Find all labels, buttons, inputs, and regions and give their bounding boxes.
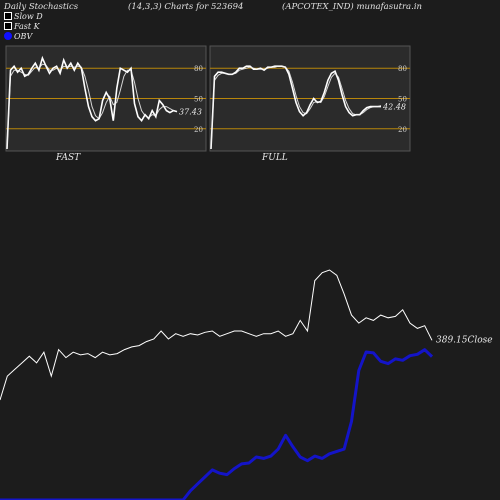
full-series-0 [210,65,381,150]
close-price-line [0,269,433,401]
slow-d-swatch-icon [4,12,12,20]
legend-obv-label: OBV [14,32,33,41]
chart-params: (14,3,3) Charts for 523694 [128,2,244,12]
legend-obv: OBV [4,32,32,41]
full-last-value: 42.48 [382,103,406,112]
full-tick-80: 80 [398,65,407,73]
full-series-1 [210,65,382,150]
full-tick-20: 20 [398,126,407,134]
obv-line [0,348,434,500]
full-panel-title: FULL [262,153,288,163]
fast-tick-20: 20 [194,126,203,134]
fast-k-swatch-icon [4,22,12,30]
fast-panel-title: FAST [56,153,81,163]
ticker-label: (APCOTEX_IND) munafasutra.in [282,2,423,12]
obv-swatch-icon [4,32,12,40]
fast-tick-80: 80 [194,65,203,73]
legend-fast-k-label: Fast K [14,22,40,31]
close-last-value: 389.15Close [436,335,493,345]
fast-panel: 80 50 20 37.43 [5,45,207,152]
legend-slow-d: Slow D [4,12,43,21]
fast-series-1 [6,63,178,150]
full-panel: 80 50 20 42.48 [209,45,411,152]
fast-series-0 [6,55,178,150]
legend-slow-d-label: Slow D [14,12,43,21]
full-tick-50: 50 [398,96,407,104]
fast-tick-50: 50 [194,96,203,104]
legend-fast-k: Fast K [4,22,40,31]
price-obv-panel: 389.15Close [0,269,493,500]
chart-title: Daily Stochastics [4,2,79,12]
fast-last-value: 37.43 [179,108,202,117]
